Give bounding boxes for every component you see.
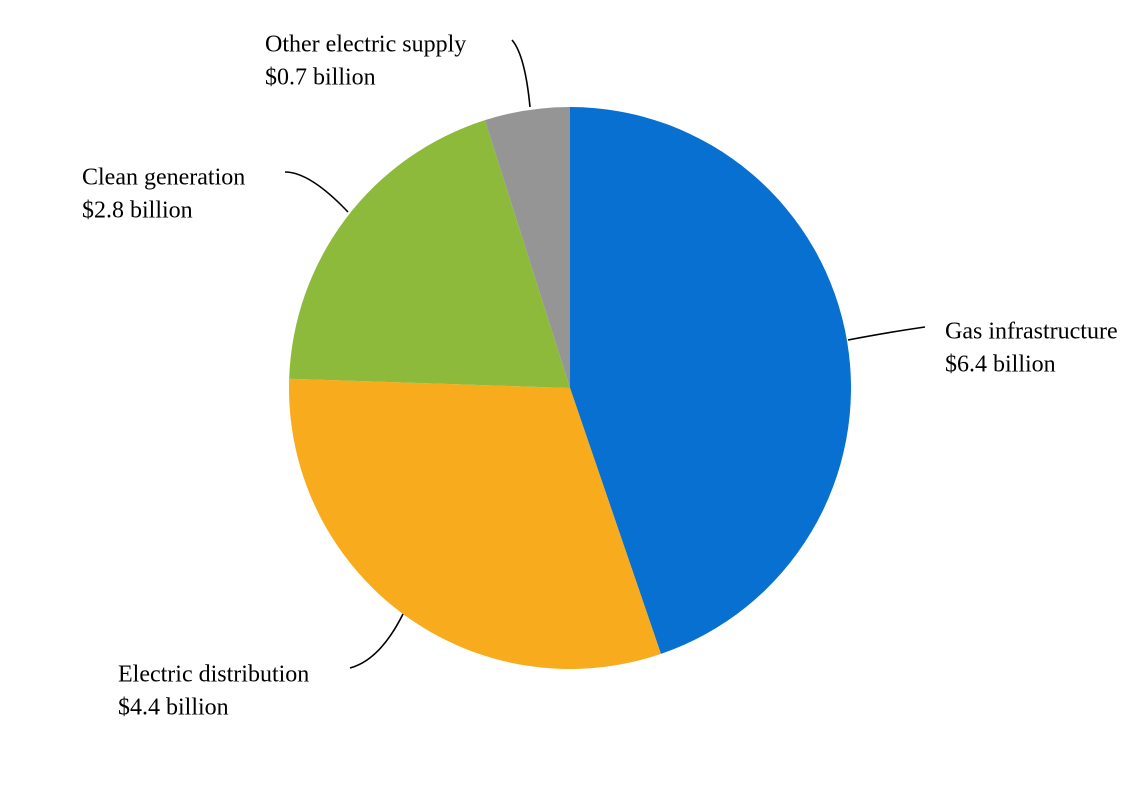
pie-slice bbox=[570, 107, 851, 654]
value-label: $6.4 billion bbox=[945, 352, 1056, 378]
leader-line bbox=[349, 613, 404, 669]
leader-line bbox=[847, 326, 926, 341]
slice-label: Clean generation bbox=[82, 165, 245, 191]
value-label: $2.8 billion bbox=[82, 198, 193, 224]
pie-slice bbox=[289, 378, 661, 669]
slice-label: Gas infrastructure bbox=[945, 319, 1118, 345]
leader-line bbox=[284, 171, 349, 213]
leader-line bbox=[511, 39, 531, 108]
pie-slice bbox=[289, 120, 570, 388]
value-label: $4.4 billion bbox=[118, 695, 229, 721]
value-label: $0.7 billion bbox=[265, 65, 376, 91]
pie-slice bbox=[484, 107, 570, 388]
slice-label: Other electric supply bbox=[265, 32, 466, 58]
slice-label: Electric distribution bbox=[118, 662, 309, 688]
